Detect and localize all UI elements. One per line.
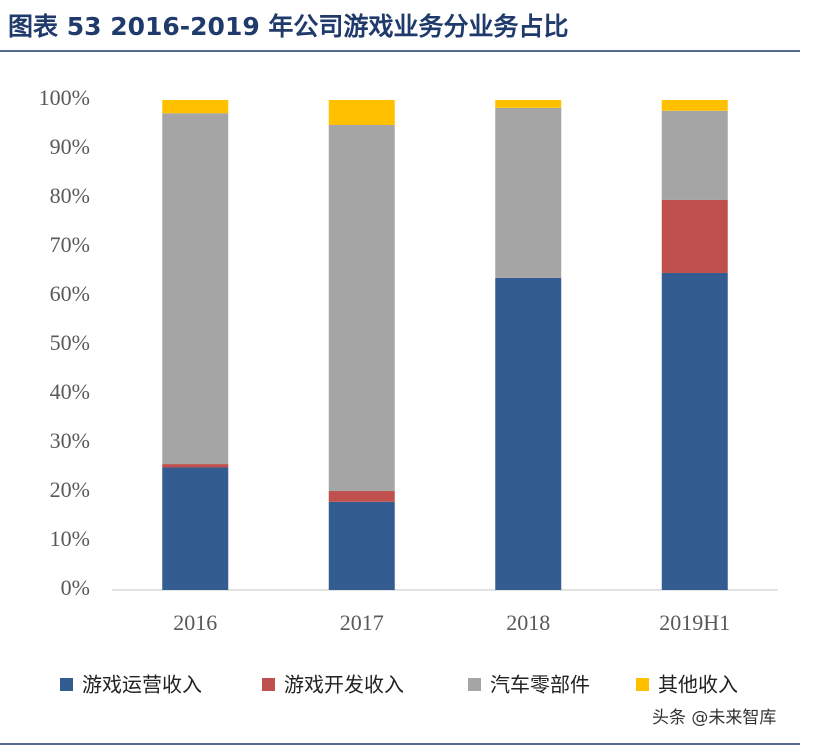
x-tick-label: 2016 — [173, 610, 217, 635]
y-tick-label: 10% — [50, 526, 90, 551]
x-tick-label: 2017 — [340, 610, 384, 635]
bar-segment — [495, 107, 562, 278]
bar-segment — [328, 100, 395, 125]
bar-segment — [661, 100, 728, 111]
y-tick-label: 100% — [39, 85, 90, 110]
x-tick-label: 2018 — [506, 610, 550, 635]
y-tick-label: 80% — [50, 183, 90, 208]
y-tick-label: 40% — [50, 379, 90, 404]
bar-segment — [162, 467, 229, 590]
legend-swatch — [468, 678, 481, 691]
x-tick-label: 2019H1 — [659, 610, 730, 635]
y-tick-label: 30% — [50, 428, 90, 453]
legend-label: 游戏运营收入 — [82, 673, 202, 697]
bar-segment — [661, 199, 728, 273]
legend-swatch — [262, 678, 275, 691]
legend-swatch — [60, 678, 73, 691]
bar-segment — [328, 501, 395, 590]
y-tick-label: 70% — [50, 232, 90, 257]
bar-segment — [162, 100, 229, 114]
y-tick-label: 0% — [61, 575, 90, 600]
legend-swatch — [636, 678, 649, 691]
legend-label: 游戏开发收入 — [284, 673, 404, 697]
watermark: 头条 @未来智库 — [652, 708, 776, 728]
bar-segment — [328, 124, 395, 492]
bar-segment — [162, 464, 229, 468]
legend-label: 其他收入 — [658, 673, 738, 697]
bar-segment — [328, 491, 395, 502]
chart-title: 图表 53 2016-2019 年公司游戏业务分业务占比 — [8, 12, 568, 41]
y-tick-label: 20% — [50, 477, 90, 502]
bar-segment — [495, 100, 562, 108]
bar-segment — [661, 110, 728, 200]
legend-label: 汽车零部件 — [490, 673, 590, 697]
y-tick-label: 50% — [50, 330, 90, 355]
bar-segment — [661, 272, 728, 590]
y-tick-label: 60% — [50, 281, 90, 306]
bar-segment — [162, 113, 229, 465]
bar-segment — [495, 277, 562, 590]
y-tick-label: 90% — [50, 134, 90, 159]
